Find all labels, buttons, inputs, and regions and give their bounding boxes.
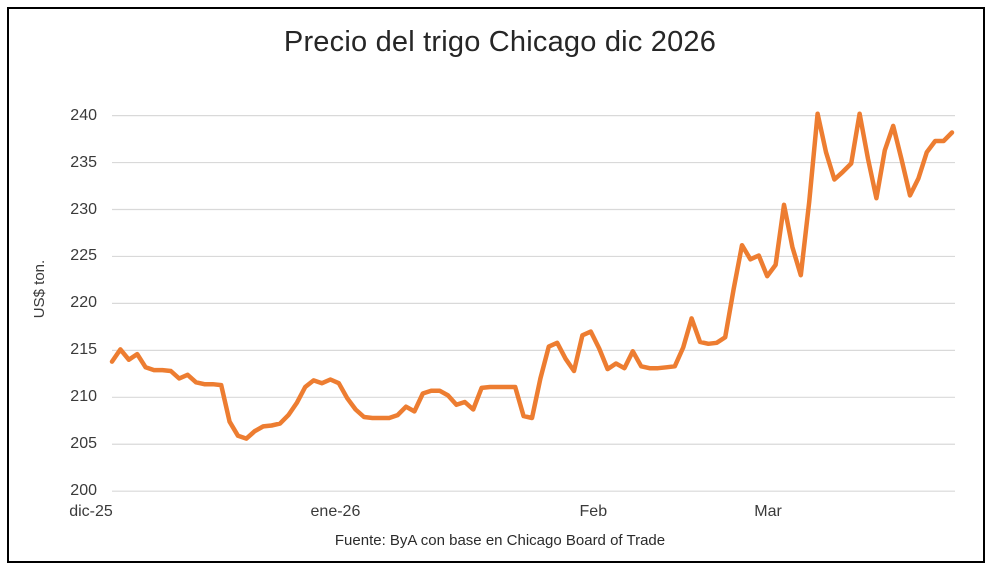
x-tick-label: Mar (754, 503, 782, 520)
y-tick-label: 210 (70, 388, 97, 406)
y-tick-label: 215 (70, 341, 97, 359)
source-caption: Fuente: ByA con base en Chicago Board of… (334, 532, 666, 549)
y-tick-label: 230 (70, 200, 97, 218)
chart-frame (7, 7, 985, 563)
x-tick-label: dic-25 (69, 503, 113, 520)
chart-title: Precio del trigo Chicago dic 2026 (283, 26, 717, 58)
y-tick-label: 200 (70, 482, 97, 500)
y-tick-label: 205 (70, 435, 97, 453)
x-tick-label: ene-26 (310, 503, 361, 520)
y-tick-label: 235 (70, 153, 97, 171)
y-tick-label: 225 (70, 247, 97, 265)
price-line (109, 111, 955, 441)
y-tick-label: 220 (70, 294, 97, 312)
x-tick-label: Feb (579, 503, 608, 520)
y-tick-label: 240 (70, 106, 97, 124)
